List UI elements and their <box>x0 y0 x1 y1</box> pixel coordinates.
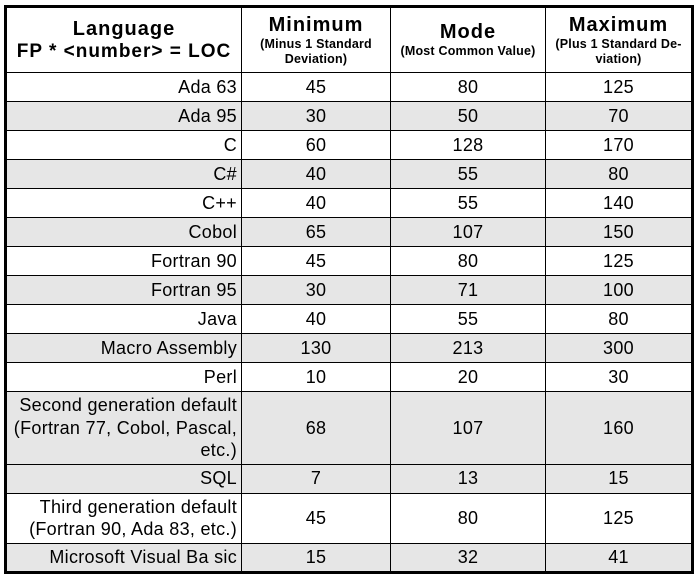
maximum-cell: 300 <box>545 333 693 363</box>
table-row: Microsoft Visual Ba sic 15 32 41 <box>5 542 693 573</box>
minimum-cell: 15 <box>241 542 391 573</box>
column-header-mode: Mode (Most Common Value) <box>390 6 546 73</box>
minimum-cell: 40 <box>241 159 391 189</box>
mode-cell: 213 <box>390 333 546 363</box>
maximum-cell: 160 <box>545 391 693 465</box>
mode-cell: 80 <box>390 72 546 102</box>
mode-cell: 50 <box>390 101 546 131</box>
language-column-subtitle: FP * <number> = LOC <box>16 40 232 62</box>
minimum-cell: 130 <box>241 333 391 363</box>
language-cell: Perl <box>5 362 242 392</box>
maximum-cell: 15 <box>545 463 693 494</box>
table-row: Cobol 65 107 150 <box>5 217 693 247</box>
language-cell: Cobol <box>5 217 242 247</box>
language-cell: C# <box>5 159 242 189</box>
mode-cell: 20 <box>390 362 546 392</box>
language-cell: C <box>5 130 242 160</box>
minimum-cell: 65 <box>241 217 391 247</box>
language-cell: Fortran 90 <box>5 246 242 276</box>
column-header-minimum: Minimum (Minus 1 Standard Deviation) <box>241 6 391 73</box>
mode-column-subtitle: (Most Common Value) <box>400 44 536 58</box>
table-row: Second generation default (Fortran 77, C… <box>5 391 693 465</box>
minimum-cell: 45 <box>241 492 391 544</box>
mode-cell: 71 <box>390 275 546 305</box>
table-row: Ada 63 45 80 125 <box>5 72 693 102</box>
table-row: C++ 40 55 140 <box>5 188 693 218</box>
mode-cell: 13 <box>390 463 546 494</box>
table-row: Third generation default (Fortran 90, Ad… <box>5 492 693 544</box>
column-header-language: Language FP * <number> = LOC <box>5 6 242 73</box>
mode-cell: 80 <box>390 492 546 544</box>
maximum-cell: 170 <box>545 130 693 160</box>
table-row: C# 40 55 80 <box>5 159 693 189</box>
minimum-cell: 45 <box>241 72 391 102</box>
maximum-cell: 80 <box>545 159 693 189</box>
minimum-column-subtitle: (Minus 1 Standard Deviation) <box>260 36 372 66</box>
maximum-cell: 125 <box>545 72 693 102</box>
minimum-cell: 40 <box>241 304 391 334</box>
mode-cell: 55 <box>390 188 546 218</box>
language-cell: Macro Assembly <box>5 333 242 363</box>
maximum-cell: 41 <box>545 542 693 573</box>
mode-cell: 80 <box>390 246 546 276</box>
maximum-column-subtitle: (Plus 1 Standard De- viation) <box>555 36 682 66</box>
language-cell: Ada 95 <box>5 101 242 131</box>
mode-cell: 55 <box>390 304 546 334</box>
table-row: SQL 7 13 15 <box>5 463 693 494</box>
minimum-cell: 10 <box>241 362 391 392</box>
language-cell: Java <box>5 304 242 334</box>
table-row: C 60 128 170 <box>5 130 693 160</box>
maximum-cell: 140 <box>545 188 693 218</box>
minimum-column-title: Minimum <box>268 13 364 36</box>
maximum-cell: 80 <box>545 304 693 334</box>
table-row: Fortran 90 45 80 125 <box>5 246 693 276</box>
table-row: Java 40 55 80 <box>5 304 693 334</box>
table-row: Perl 10 20 30 <box>5 362 693 392</box>
language-cell: Second generation default (Fortran 77, C… <box>5 391 242 465</box>
language-cell: Fortran 95 <box>5 275 242 305</box>
language-cell: Third generation default (Fortran 90, Ad… <box>5 492 242 544</box>
mode-cell: 107 <box>390 217 546 247</box>
mode-cell: 55 <box>390 159 546 189</box>
mode-cell: 107 <box>390 391 546 465</box>
table-row: Ada 95 30 50 70 <box>5 101 693 131</box>
column-header-maximum: Maximum (Plus 1 Standard De- viation) <box>545 6 693 73</box>
language-cell: SQL <box>5 463 242 494</box>
minimum-cell: 60 <box>241 130 391 160</box>
language-cell: Microsoft Visual Ba sic <box>5 542 242 573</box>
minimum-cell: 30 <box>241 275 391 305</box>
maximum-cell: 125 <box>545 492 693 544</box>
table-row: Macro Assembly 130 213 300 <box>5 333 693 363</box>
mode-column-title: Mode <box>439 21 497 43</box>
minimum-cell: 68 <box>241 391 391 465</box>
maximum-column-title: Maximum <box>568 13 669 36</box>
language-cell: Ada 63 <box>5 72 242 102</box>
mode-cell: 128 <box>390 130 546 160</box>
minimum-cell: 45 <box>241 246 391 276</box>
table-row: Fortran 95 30 71 100 <box>5 275 693 305</box>
maximum-cell: 150 <box>545 217 693 247</box>
mode-cell: 32 <box>390 542 546 573</box>
fp-loc-conversion-table: Language FP * <number> = LOC Minimum (Mi… <box>4 5 694 574</box>
language-cell: C++ <box>5 188 242 218</box>
maximum-cell: 70 <box>545 101 693 131</box>
minimum-cell: 30 <box>241 101 391 131</box>
minimum-cell: 40 <box>241 188 391 218</box>
maximum-cell: 125 <box>545 246 693 276</box>
maximum-cell: 30 <box>545 362 693 392</box>
minimum-cell: 7 <box>241 463 391 494</box>
maximum-cell: 100 <box>545 275 693 305</box>
language-column-title: Language <box>72 17 176 40</box>
table-header-row: Language FP * <number> = LOC Minimum (Mi… <box>5 6 693 73</box>
